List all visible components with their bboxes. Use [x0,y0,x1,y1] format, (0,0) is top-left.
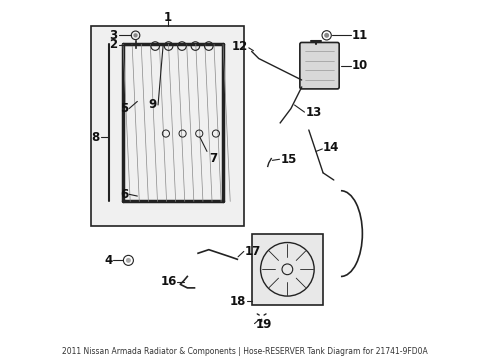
Text: 2011 Nissan Armada Radiator & Components | Hose-RESERVER Tank Diagram for 21741-: 2011 Nissan Armada Radiator & Components… [61,347,427,356]
Text: 5: 5 [120,102,128,115]
Bar [91,26,244,226]
Text: 18: 18 [229,295,246,308]
Text: 9: 9 [148,99,157,112]
Text: 13: 13 [305,105,321,119]
Circle shape [324,33,328,38]
Text: 11: 11 [351,29,367,42]
Circle shape [133,33,138,37]
Text: 2: 2 [109,39,118,51]
Text: 4: 4 [104,254,112,267]
Text: 8: 8 [91,131,100,144]
Bar [251,234,323,305]
Text: 1: 1 [163,11,171,24]
Text: 14: 14 [323,141,339,154]
FancyBboxPatch shape [299,42,339,89]
Text: 17: 17 [244,245,260,258]
Text: 7: 7 [208,152,217,165]
Text: 16: 16 [160,275,176,288]
Circle shape [125,258,131,263]
Text: 3: 3 [109,29,118,42]
Text: 10: 10 [351,59,367,72]
Text: 12: 12 [231,40,247,53]
Text: 6: 6 [120,188,128,201]
Text: 19: 19 [255,318,271,331]
Text: 15: 15 [280,153,296,166]
